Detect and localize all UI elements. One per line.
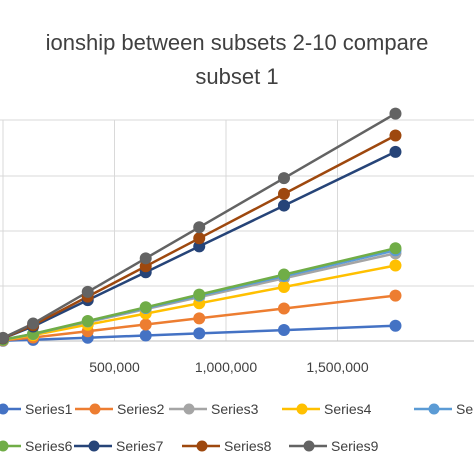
data-point-s6-p7 [389,242,402,255]
chart-title-line-1: ionship between subsets 2-10 compare [46,30,429,55]
data-point-s8-p5 [193,232,206,245]
data-point-s4-p7 [389,259,402,272]
data-point-s1-p7 [389,319,402,332]
legend-item-series7: Series7 [74,438,164,454]
x-tick-label: 500,000 [89,359,140,375]
data-point-s2-p6 [277,302,290,315]
legend-label: Series7 [116,438,164,454]
data-point-s9-p6 [277,172,290,185]
data-point-s7-p6 [277,199,290,212]
data-point-s2-p5 [193,312,206,325]
legend-swatch-marker [0,403,9,415]
x-tick-label: 1,000,000 [195,359,257,375]
legend-label: Se [456,401,473,417]
legend-label: Series3 [211,401,259,417]
x-tick-labels: 500,000 1,000,000 1,500,000 [89,359,369,375]
data-point-s2-p7 [389,289,402,302]
data-point-s7-p7 [389,145,402,158]
data-point-s1-p5 [193,327,206,340]
data-point-s9-p4 [139,252,152,265]
legend-swatch-marker [88,440,100,452]
chart-title: ionship between subsets 2-10 compare sub… [46,30,429,89]
chart-title-line-2: subset 1 [195,64,278,89]
data-point-s6-p5 [193,288,206,301]
data-point-s6-p6 [277,268,290,281]
data-point-s2-p4 [139,318,152,331]
data-point-s9-p3 [81,285,94,298]
legend-label: Series2 [117,401,165,417]
data-point-s9-p1 [0,331,9,344]
legend-label: Series9 [331,438,379,454]
data-point-s1-p6 [277,324,290,337]
data-point-s8-p6 [277,187,290,200]
legend-label: Series1 [25,401,73,417]
legend-swatch-marker [303,440,315,452]
legend-item-series1: Series1 [0,401,73,417]
legend-item-series9: Series9 [289,438,379,454]
legend-swatch-marker [296,403,308,415]
data-point-s9-p7 [389,107,402,120]
data-point-s9-p5 [193,221,206,234]
legend-label: Series4 [324,401,372,417]
legend-label: Series6 [25,438,73,454]
x-tick-label: 1,500,000 [306,359,368,375]
data-point-s1-p4 [139,329,152,342]
data-point-s6-p3 [81,314,94,327]
data-point-s6-p4 [139,301,152,314]
legend-swatch-marker [196,440,208,452]
legend-item-series3: Series3 [169,401,259,417]
legend-item-series8: Series8 [182,438,272,454]
legend: Series1 Series2 Series3 Series4 Se Series6 Ser… [0,401,473,454]
series-points [0,107,402,347]
legend-item-series6: Series6 [0,438,73,454]
data-point-s9-p2 [27,317,40,330]
legend-swatch-marker [0,440,9,452]
data-point-s8-p7 [389,129,402,142]
legend-item-series2: Series2 [75,401,165,417]
legend-label: Series8 [224,438,272,454]
legend-swatch-marker [89,403,101,415]
legend-swatch-marker [428,403,440,415]
data-point-s4-p6 [277,280,290,293]
legend-item-series4: Series4 [282,401,372,417]
legend-swatch-marker [183,403,195,415]
legend-item-se: Se [414,401,473,417]
